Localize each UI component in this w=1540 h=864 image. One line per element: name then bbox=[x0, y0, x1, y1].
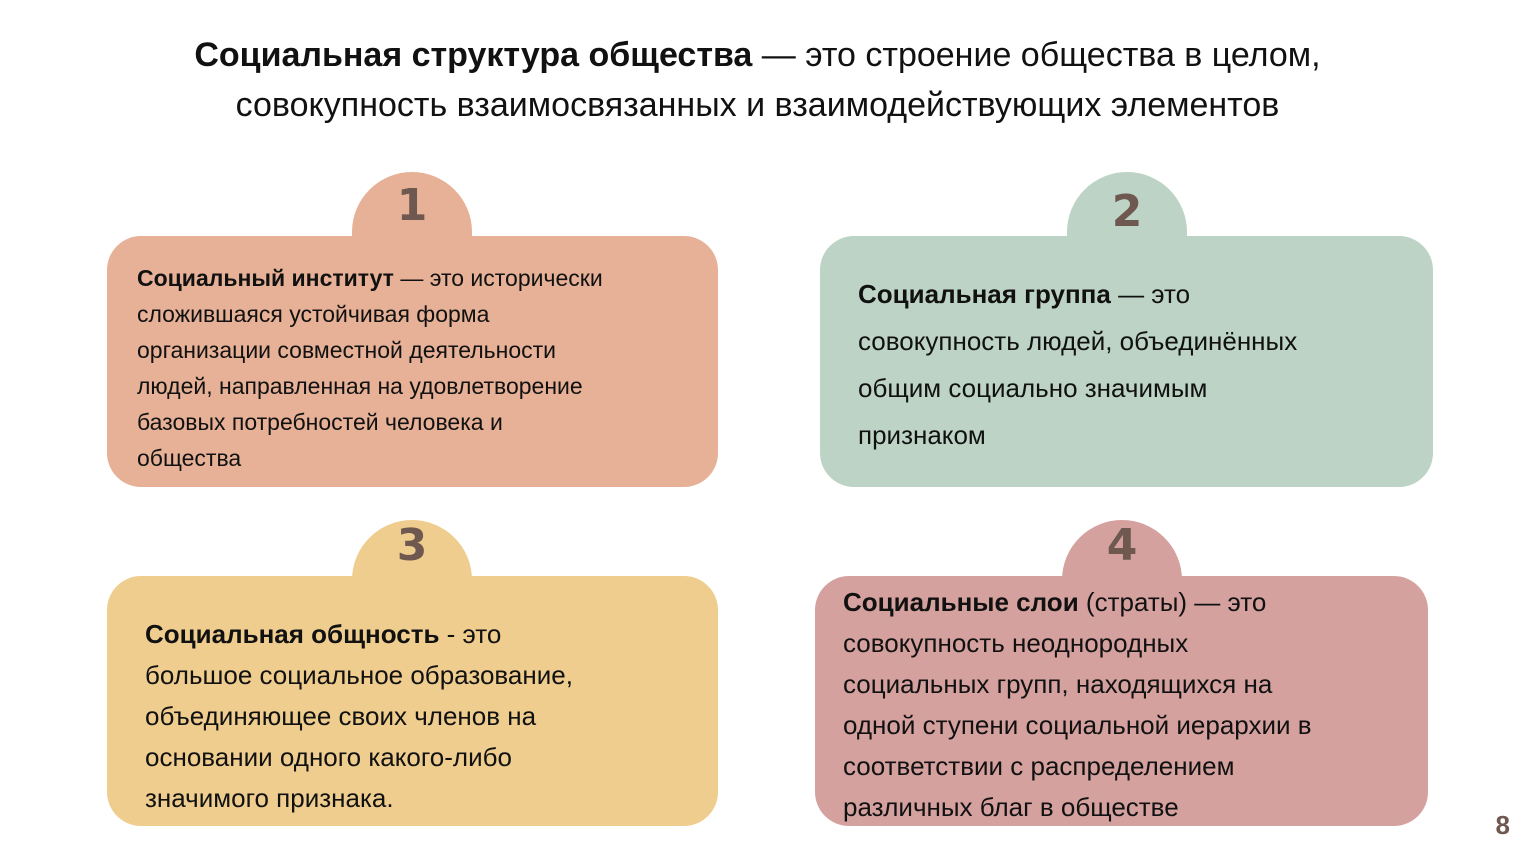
card-text: общества bbox=[137, 445, 242, 471]
card-text: соответствии с распределением bbox=[843, 751, 1235, 781]
card-text: основании одного какого-либо bbox=[145, 742, 512, 772]
card-text: организации совместной деятельности bbox=[137, 337, 557, 363]
card-social-group: Социальная группа — это совокупность люд… bbox=[820, 236, 1433, 487]
card-text: — это bbox=[1110, 279, 1191, 309]
card-text: социальных групп, находящихся на bbox=[843, 669, 1273, 699]
card-text: признаком bbox=[858, 420, 986, 450]
card-social-strata: Социальные слои (страты) — это совокупно… bbox=[815, 576, 1428, 826]
card-text: совокупность людей, объединённых bbox=[858, 326, 1298, 356]
card-social-institute: Социальный институт — это исторически сл… bbox=[107, 236, 718, 487]
card-term: Социальный институт bbox=[137, 265, 394, 291]
card-text: базовых потребностей человека и bbox=[137, 409, 503, 435]
card-number: 3 bbox=[396, 520, 428, 571]
card-text: совокупность неоднородных bbox=[843, 628, 1189, 658]
card-number: 4 bbox=[1106, 520, 1138, 571]
card-text: людей, направленная на удовлетворение bbox=[137, 373, 583, 399]
card-social-community: Социальная общность - это большое социал… bbox=[107, 576, 718, 826]
card-text: значимого признака. bbox=[145, 783, 394, 813]
slide-title: Социальная структура общества — это стро… bbox=[0, 30, 1515, 130]
title-rest: — это строение общества в целом, bbox=[752, 36, 1321, 74]
card-text: - это bbox=[439, 619, 502, 649]
card-term: Социальная группа bbox=[858, 279, 1111, 309]
card-text: (страты) — это bbox=[1078, 587, 1267, 617]
card-text: различных благ в обществе bbox=[843, 792, 1179, 822]
card-number: 1 bbox=[396, 180, 428, 231]
title-line-2: совокупность взаимосвязанных и взаимодей… bbox=[235, 86, 1280, 124]
card-text: объединяющее своих членов на bbox=[145, 701, 537, 731]
card-text: сложившаяся устойчивая форма bbox=[137, 301, 490, 327]
card-text: общим социально значимым bbox=[858, 373, 1208, 403]
card-text: большое социальное образование, bbox=[145, 660, 573, 690]
card-text: одной ступени социальной иерархии в bbox=[843, 710, 1312, 740]
title-term: Социальная структура общества bbox=[194, 36, 753, 74]
card-number: 2 bbox=[1111, 186, 1143, 237]
card-term: Социальная общность bbox=[145, 619, 440, 649]
card-text: — это исторически bbox=[393, 265, 603, 291]
page-number: 8 bbox=[1495, 810, 1510, 840]
card-term: Социальные слои bbox=[843, 587, 1079, 617]
